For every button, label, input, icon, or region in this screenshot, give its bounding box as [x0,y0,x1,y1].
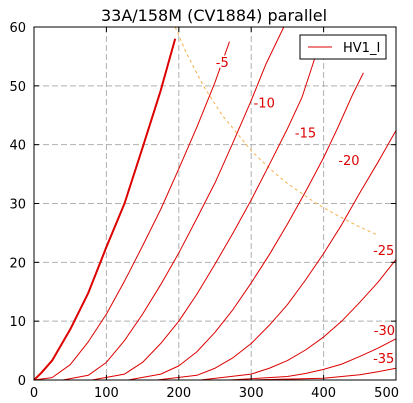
series-line [200,259,397,381]
x-tick-label: 100 [94,386,119,401]
series-group [33,26,397,381]
axes: 0 100 200 300 400 500 0 10 20 30 40 50 60 [9,21,399,401]
chart-title: 33A/158M (CV1884) parallel [101,6,327,25]
curve-label: -15 [295,126,316,141]
x-tick-label: 500 [374,386,399,401]
grid [34,27,396,380]
curve-label: -25 [373,244,394,259]
series-line [251,367,397,381]
series-line [229,338,397,381]
series-line [33,41,230,381]
x-tick-label: 0 [30,386,38,401]
curve-label: -5 [216,56,229,71]
y-tick-label: 50 [9,80,26,95]
y-tick-label: 30 [9,198,26,213]
series-line [157,130,397,381]
series-line [91,53,317,381]
legend: HV1_I [299,34,387,60]
y-tick-label: 10 [9,315,26,330]
series-line [62,26,285,381]
y-tick-label: 40 [9,139,26,154]
curve-label: -30 [374,324,395,339]
series-line [128,72,364,381]
series-line [33,38,177,381]
y-tick-label: 20 [9,256,26,271]
curve-label: -35 [373,352,394,367]
curve-labels: -5 -10 -15 -20 -25 -30 -35 [214,54,396,368]
curve-label: -10 [254,96,275,111]
y-tick-label: 60 [9,21,26,36]
curve-label: -20 [338,154,359,169]
x-tick-label: 200 [166,386,191,401]
y-tick-label: 0 [18,374,26,389]
x-tick-label: 300 [239,386,264,401]
legend-label: HV1_I [343,41,380,56]
x-tick-label: 400 [311,386,336,401]
